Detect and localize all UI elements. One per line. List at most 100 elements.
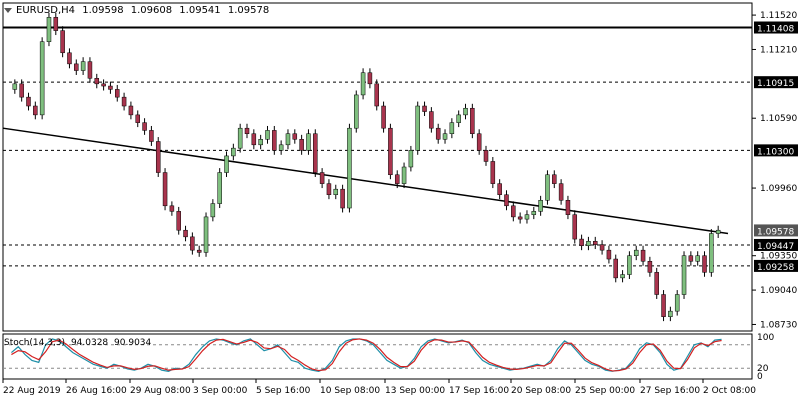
candle-body <box>709 233 714 273</box>
trend-line <box>2 127 729 235</box>
y-tick-label: 1.11210 <box>760 45 797 55</box>
candle-body <box>347 127 352 209</box>
candle-body <box>422 105 427 112</box>
candle-body <box>695 255 700 262</box>
candle-body <box>606 249 612 260</box>
level-label: 1.09258 <box>757 263 794 273</box>
y-tick-label: 1.09040 <box>760 286 797 296</box>
candle-body <box>183 229 188 238</box>
x-tick-label: 10 Sep 08:00 <box>320 386 380 396</box>
y-tick-label: 1.10590 <box>760 114 797 124</box>
candle-body <box>12 83 18 90</box>
candle-body <box>442 133 448 140</box>
candle-body <box>668 310 673 317</box>
y-tick-label: 1.09350 <box>760 252 797 262</box>
candle-body <box>524 214 530 220</box>
candle-body <box>531 211 537 215</box>
candle-body <box>367 72 373 85</box>
candle-body <box>196 249 202 253</box>
candle-body <box>497 183 502 195</box>
candle-body <box>272 130 277 151</box>
candle-body <box>128 105 134 116</box>
open-value: 1.09598 <box>82 5 124 16</box>
stoch-tick-label: 0 <box>757 372 763 382</box>
level-label: 1.10300 <box>757 147 794 157</box>
candle-body <box>688 255 694 262</box>
candle-body <box>319 172 325 184</box>
candle-body <box>169 205 175 212</box>
x-tick-label: 5 Sep 16:00 <box>256 386 311 396</box>
level-label-box <box>754 238 798 251</box>
candle-body <box>74 63 79 71</box>
candle-body <box>470 107 475 134</box>
collapse-triangle-icon[interactable] <box>4 7 12 13</box>
candle-body <box>46 17 52 42</box>
x-tick-label: 27 Sep 16:00 <box>640 386 700 396</box>
x-tick-label: 20 Sep 08:00 <box>511 386 571 396</box>
candle-body <box>306 133 311 151</box>
x-tick-label: 3 Sep 00:00 <box>193 386 248 396</box>
candle-body <box>681 255 687 295</box>
stochastic-lines <box>3 338 752 372</box>
candle-body <box>429 111 434 129</box>
candle-body <box>231 147 236 157</box>
candle-body <box>456 114 461 123</box>
candle-body <box>483 150 489 162</box>
candle-body <box>278 144 284 151</box>
candle-body <box>702 255 707 273</box>
candle-body <box>627 255 632 275</box>
candle-body <box>285 133 291 146</box>
symbol-timeframe: EURUSD,H4 <box>16 5 76 16</box>
level-labels: 1.11408 1.10915 1.10300 1.09447 1.09258 1.095… <box>754 21 798 273</box>
candle-body <box>313 133 318 173</box>
y-tick-label: 1.08730 <box>760 320 797 330</box>
stoch-axis: 100 200 <box>757 333 774 382</box>
candle-body <box>340 188 345 209</box>
x-tick-label: 17 Sep 16:00 <box>449 386 509 396</box>
candle-body <box>244 127 250 134</box>
candle-body <box>39 41 45 116</box>
candle-body <box>135 114 140 123</box>
candle-body <box>572 214 578 240</box>
candle-body <box>586 241 591 246</box>
candle-body <box>258 139 263 146</box>
candle-body <box>415 105 420 151</box>
candle-body <box>176 211 181 231</box>
y-tick-label: 1.09960 <box>760 184 797 194</box>
stoch-signal-value: 90.9034 <box>114 338 152 348</box>
trendline <box>2 127 729 235</box>
stoch-tick-label: 100 <box>757 333 774 343</box>
candle-body <box>115 89 120 98</box>
candle-body <box>237 127 243 149</box>
stoch-signal-line <box>11 338 722 372</box>
close-value: 1.09578 <box>227 5 270 16</box>
stoch-header: Stoch(14,3,3) 94.0328 90.9034 <box>4 338 154 348</box>
candle-body <box>476 133 482 151</box>
candle-body <box>545 174 550 201</box>
candle-body <box>326 183 332 195</box>
candle-body <box>299 139 304 151</box>
candle-body <box>203 216 209 253</box>
level-label-box <box>754 259 798 272</box>
chart-header: EURUSD,H4 1.09598 1.09608 1.09541 1.0957… <box>4 5 273 16</box>
candle-body <box>333 188 339 195</box>
price-axis: 1.11520 1.11210 1.10590 1.09960 1.09350 1.090… <box>752 11 797 330</box>
time-axis: 22 Aug 2019 26 Aug 16:00 29 Aug 08:00 3 Sep… <box>2 379 756 396</box>
x-tick-label: 2 Oct 08:00 <box>703 386 756 396</box>
candle-body <box>715 229 721 234</box>
x-tick-label: 26 Aug 16:00 <box>66 386 127 396</box>
candle-body <box>121 96 127 107</box>
candle-body <box>155 141 161 173</box>
high-value: 1.09608 <box>130 5 173 16</box>
stoch-main-value: 94.0328 <box>70 338 109 348</box>
candle-body <box>101 83 106 87</box>
candle-body <box>517 216 523 220</box>
candle-body <box>210 203 216 218</box>
main-pane-frame <box>2 2 753 332</box>
candle-body <box>394 174 400 184</box>
candle-body <box>661 294 666 317</box>
candle-body <box>360 72 366 96</box>
candle-body <box>490 161 496 184</box>
candle-body <box>251 133 257 146</box>
